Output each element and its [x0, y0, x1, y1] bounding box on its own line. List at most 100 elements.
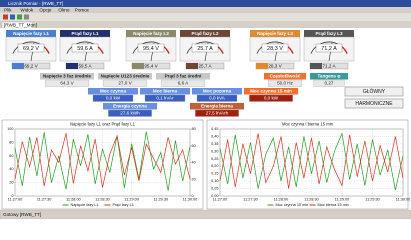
- reading-label: Moc pozorna: [203, 89, 232, 94]
- reading-label-box: [190, 103, 244, 110]
- meter-bar-value: 69,2 V: [24, 64, 38, 69]
- reading-value-box: [45, 79, 89, 87]
- meter-bar-value: 71,2 A: [322, 64, 336, 69]
- reading-label: Napięcie 3 faz średnie: [43, 74, 91, 79]
- menu-item[interactable]: Pomoc: [75, 7, 90, 12]
- series-line: [219, 132, 404, 191]
- reading-label: Napięcie U123 średnie: [101, 74, 150, 79]
- legend-label: Prąd fazy L1: [113, 203, 134, 207]
- reading-label: Prąd 3 faz średni: [165, 74, 202, 79]
- meter-header: [6, 30, 56, 37]
- y-tick-label: 0,40: [211, 134, 218, 138]
- reading-value: 0,27: [325, 81, 334, 86]
- y-tick-label: 0,05: [211, 187, 218, 191]
- reading-label-box: [88, 88, 138, 95]
- meter-reading-box: [191, 43, 219, 53]
- y-tick-label: 0: [11, 194, 13, 198]
- meter-reading: 71,2 A: [321, 46, 337, 52]
- meter-header: [60, 30, 110, 37]
- reading-value-box: [195, 109, 239, 117]
- x-tick-label: 11:30:00: [183, 198, 198, 202]
- x-tick-label: 11:29:00: [335, 198, 350, 202]
- x-tick-label: 11:29:30: [154, 198, 169, 202]
- y-tick-label: 60: [9, 154, 13, 158]
- nav-button-label[interactable]: GŁÓWNY: [363, 88, 386, 95]
- meter-label: Napięcie fazy L3: [257, 31, 293, 36]
- meter-reading-box: [261, 43, 289, 53]
- menu-item[interactable]: Plik: [4, 7, 12, 12]
- menu-item[interactable]: Widok: [20, 7, 33, 12]
- reading-label-box: [156, 73, 210, 80]
- reading-value: 0,1 kVAr: [156, 96, 174, 101]
- y2-tick-label: 0: [192, 194, 194, 198]
- toolbar: [0, 13, 411, 21]
- toolbar-icon[interactable]: [17, 14, 22, 20]
- toolbar-icon[interactable]: [3, 14, 8, 20]
- y-tick-label: 100: [7, 127, 13, 131]
- reading-value: 0,0 kVA: [209, 96, 226, 101]
- meter-reading: 25,7 A: [197, 46, 213, 52]
- legend-label: Moc czynna 15 min: [276, 203, 309, 207]
- menu-item[interactable]: Opcje: [39, 7, 51, 12]
- reading-label: Moc bierna: [153, 89, 178, 94]
- nav-button[interactable]: [344, 86, 404, 97]
- y-tick-label: 0,20: [211, 164, 218, 168]
- reading-value: 0,0 kW: [264, 96, 279, 101]
- reading-value: 50,0 Hz: [277, 81, 294, 86]
- tab-label: [RWB_TT_Mon]: [4, 22, 37, 27]
- reading-value: 27,0 V: [118, 81, 132, 86]
- status-bar: [0, 209, 411, 219]
- meter-bar-value: 28,3 V: [268, 64, 282, 69]
- reading-value-box: [313, 79, 345, 87]
- x-tick-label: 11:29:30: [365, 198, 380, 202]
- x-tick-label: 11:27:00: [213, 198, 228, 202]
- meter-bar-fill: [310, 63, 322, 69]
- y-tick-label: 80: [9, 140, 13, 144]
- legend-label: Napięcie fazy L1: [71, 203, 99, 207]
- meter-label: Prąd fazy L1: [71, 31, 99, 36]
- nav-button[interactable]: [344, 98, 404, 109]
- y-tick-label: 0,45: [211, 127, 218, 131]
- x-tick-label: 11:27:30: [37, 198, 52, 202]
- meter-reading-box: [315, 43, 343, 53]
- reading-label-box: [140, 88, 190, 95]
- x-tick-label: 11:27:30: [243, 198, 258, 202]
- meter-scale: [66, 41, 96, 54]
- toolbar-icon[interactable]: [10, 14, 15, 20]
- meter-reading: 59,6 A: [77, 46, 93, 52]
- meter-label: Napięcie fazy L1: [13, 31, 49, 36]
- x-tick-label: 11:27:00: [8, 198, 23, 202]
- reading-value-box: [161, 79, 205, 87]
- meter-reading-box: [137, 43, 165, 53]
- reading-value-box: [92, 94, 134, 102]
- reading-value-box: [108, 109, 152, 117]
- y-tick-label: 40: [9, 167, 13, 171]
- meter-label: Prąd fazy L3: [315, 31, 343, 36]
- y2-tick-label: 60: [192, 144, 196, 148]
- reading-value-box: [144, 94, 186, 102]
- meter-header: [180, 30, 230, 37]
- meter-label: Napięcie fazy L2: [133, 31, 169, 36]
- toolbar-icon[interactable]: [24, 14, 29, 20]
- reading-value-box: [103, 79, 147, 87]
- y2-tick-label: 20: [192, 177, 196, 181]
- menu-item[interactable]: Okno: [58, 7, 69, 12]
- reading-value-box: [268, 79, 302, 87]
- reading-label: Moc czynna: [100, 89, 126, 94]
- reading-label-box: [98, 73, 152, 80]
- reading-value-box: [249, 94, 293, 102]
- x-tick-label: 11:29:00: [124, 198, 139, 202]
- series-line: [14, 133, 191, 188]
- chart-title: Napięcie fazy L1 oraz Prąd fazy L1: [70, 122, 136, 127]
- window-title: Licznik Pomiar - [RWB_TT]: [8, 1, 63, 6]
- meter-scale: [132, 41, 162, 54]
- reading-label-box: [40, 73, 94, 80]
- reading-label: Energia bierna: [201, 104, 233, 109]
- status-text: Gotowy [RWB_TT]: [3, 212, 41, 217]
- reading-label-box: [103, 103, 157, 110]
- reading-label: Tangens φ: [317, 74, 341, 79]
- nav-button-label[interactable]: HARMONICZNE: [355, 101, 393, 107]
- reading-label-box: [192, 88, 242, 95]
- y-tick-label: 0,35: [211, 142, 218, 146]
- y-tick-label: 0,15: [211, 172, 218, 176]
